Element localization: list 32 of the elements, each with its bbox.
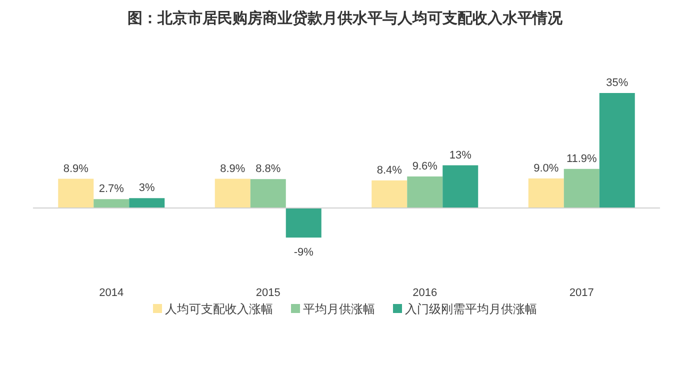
x-tick-label: 2017 <box>569 287 594 299</box>
chart-title: 图：北京市居民购房商业贷款月供水平与人均可支配收入水平情况 <box>128 9 564 27</box>
legend-label: 入门级刚需平均月供涨幅 <box>405 302 537 316</box>
bar <box>372 180 408 208</box>
data-label: 35% <box>606 77 628 89</box>
bar <box>214 178 250 208</box>
data-label: 8.9% <box>63 162 89 175</box>
bar <box>407 176 443 208</box>
data-label: 13% <box>449 149 472 162</box>
bar <box>528 178 564 208</box>
legend-label: 人均可支配收入涨幅 <box>165 302 273 316</box>
data-label: 8.9% <box>220 162 246 175</box>
x-tick-label: 2014 <box>99 287 124 299</box>
data-label: 8.4% <box>376 164 402 176</box>
x-tick-label: 2015 <box>256 287 280 299</box>
data-label: 9.0% <box>534 162 559 174</box>
bar <box>250 179 286 208</box>
bar <box>442 165 478 208</box>
data-label: 9.6% <box>412 160 438 172</box>
bar <box>564 168 600 208</box>
legend-label: 平均月供涨幅 <box>303 302 375 316</box>
bar <box>94 199 130 208</box>
data-label: -9% <box>294 246 314 259</box>
bar <box>286 208 322 238</box>
bar <box>129 198 165 208</box>
bar <box>599 93 635 208</box>
data-label: 11.9% <box>566 152 598 165</box>
x-tick-label: 2016 <box>412 287 438 299</box>
data-label: 2.7% <box>98 183 124 196</box>
data-label: 3% <box>138 182 156 194</box>
bar <box>58 178 94 208</box>
data-label: 8.8% <box>256 163 281 176</box>
